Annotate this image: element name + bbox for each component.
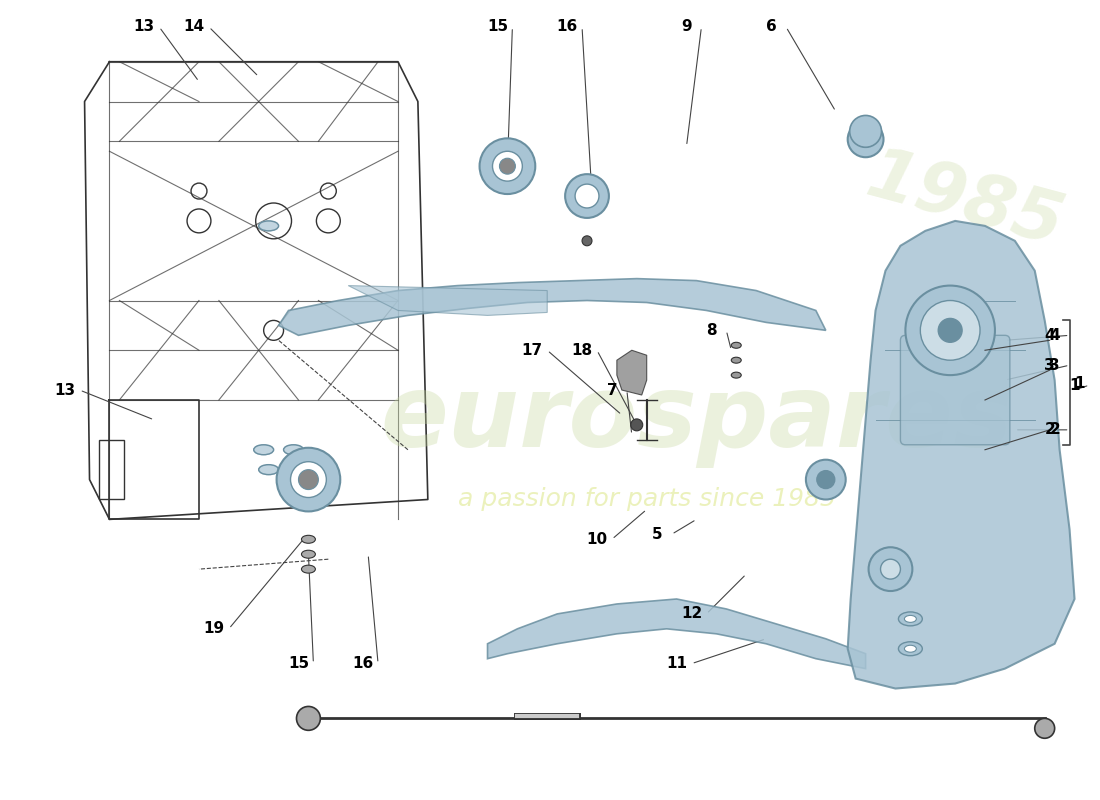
Circle shape <box>858 131 873 147</box>
Ellipse shape <box>899 642 922 656</box>
Polygon shape <box>617 350 647 395</box>
FancyBboxPatch shape <box>901 335 1010 445</box>
Text: 18: 18 <box>572 342 593 358</box>
Circle shape <box>938 318 962 342</box>
Polygon shape <box>487 599 866 669</box>
Circle shape <box>582 236 592 246</box>
Text: 5: 5 <box>651 527 662 542</box>
Text: eurospares: eurospares <box>381 371 1013 468</box>
Text: 13: 13 <box>134 19 155 34</box>
Circle shape <box>848 122 883 158</box>
Text: 1: 1 <box>1075 375 1085 390</box>
Text: a passion for parts since 1985: a passion for parts since 1985 <box>458 487 836 511</box>
Circle shape <box>575 184 600 208</box>
Circle shape <box>1035 718 1055 738</box>
Ellipse shape <box>254 445 274 454</box>
Ellipse shape <box>732 358 741 363</box>
Ellipse shape <box>732 372 741 378</box>
Circle shape <box>290 462 327 498</box>
Ellipse shape <box>904 615 916 622</box>
Circle shape <box>499 158 516 174</box>
Circle shape <box>806 460 846 499</box>
Ellipse shape <box>301 565 316 573</box>
Text: 15: 15 <box>288 656 309 671</box>
Text: 16: 16 <box>352 656 374 671</box>
Text: 4: 4 <box>1049 328 1060 343</box>
Text: 10: 10 <box>586 532 607 546</box>
Ellipse shape <box>284 445 304 454</box>
Bar <box>99 440 124 499</box>
Circle shape <box>880 559 901 579</box>
Circle shape <box>905 286 994 375</box>
Circle shape <box>565 174 609 218</box>
Ellipse shape <box>258 221 278 231</box>
Polygon shape <box>278 278 826 335</box>
Circle shape <box>630 419 642 431</box>
Text: 11: 11 <box>667 656 688 671</box>
Text: 2: 2 <box>1049 422 1060 438</box>
Text: 6: 6 <box>766 19 777 34</box>
Circle shape <box>817 470 835 489</box>
Ellipse shape <box>899 612 922 626</box>
Circle shape <box>480 138 536 194</box>
Text: 19: 19 <box>204 622 224 636</box>
Text: 14: 14 <box>184 19 205 34</box>
Circle shape <box>297 706 320 730</box>
Circle shape <box>869 547 912 591</box>
Polygon shape <box>349 286 547 315</box>
Ellipse shape <box>732 342 741 348</box>
Text: 7: 7 <box>606 382 617 398</box>
Circle shape <box>849 115 881 147</box>
Circle shape <box>493 151 522 181</box>
Polygon shape <box>848 221 1075 689</box>
Text: 12: 12 <box>681 606 702 622</box>
Circle shape <box>921 301 980 360</box>
Text: 4: 4 <box>1044 328 1055 343</box>
Ellipse shape <box>301 535 316 543</box>
Text: 17: 17 <box>521 342 543 358</box>
Text: 2: 2 <box>1044 422 1055 438</box>
Text: 1985: 1985 <box>859 142 1071 260</box>
Text: 9: 9 <box>681 19 692 34</box>
Ellipse shape <box>258 465 278 474</box>
Text: 3: 3 <box>1049 358 1060 373</box>
Circle shape <box>298 470 318 490</box>
Text: 1: 1 <box>1069 378 1080 393</box>
Text: 3: 3 <box>1044 358 1055 373</box>
Text: 8: 8 <box>706 323 717 338</box>
Text: 13: 13 <box>54 382 75 398</box>
Text: 15: 15 <box>487 19 508 34</box>
Circle shape <box>276 448 340 511</box>
Ellipse shape <box>904 646 916 652</box>
Ellipse shape <box>301 550 316 558</box>
Text: 16: 16 <box>557 19 578 34</box>
